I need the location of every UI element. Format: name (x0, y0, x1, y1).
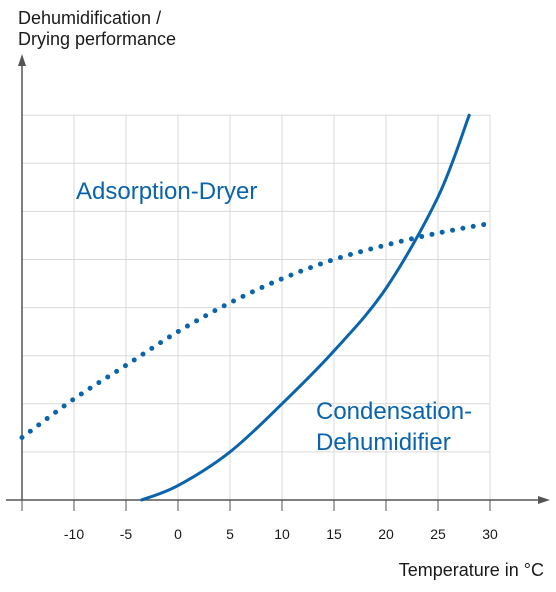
x-axis-title: Temperature in °C (398, 560, 544, 580)
series-line-condensation-dehumidifier (140, 113, 471, 502)
series-label-condensation-dehumidifier: Condensation- Dehumidifier (316, 398, 473, 456)
x-ticks: -10 -5 0 5 10 15 20 25 30 (21, 500, 498, 542)
y-axis-arrow (18, 54, 26, 66)
x-tick-label: 0 (174, 526, 182, 542)
series-label-adsorption-dryer: Adsorption-Dryer (76, 178, 258, 205)
x-tick-label: 25 (430, 526, 446, 542)
series-layer (19, 113, 493, 502)
x-tick-label: 20 (378, 526, 394, 542)
axes (6, 54, 550, 504)
x-tick-label: -10 (64, 526, 84, 542)
y-axis-title: Dehumidification / Drying performance (18, 8, 177, 49)
x-axis-arrow (538, 496, 550, 504)
x-tick-label: -5 (120, 526, 133, 542)
series-line-adsorption-dryer (19, 220, 493, 440)
grid (22, 114, 491, 500)
x-tick-label: 5 (226, 526, 234, 542)
x-tick-label: 10 (274, 526, 290, 542)
x-tick-label: 30 (482, 526, 498, 542)
x-tick-label: 15 (326, 526, 342, 542)
